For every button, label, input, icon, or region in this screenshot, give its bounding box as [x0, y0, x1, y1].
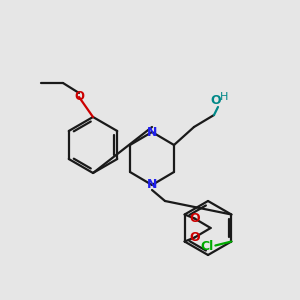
- Text: O: O: [211, 94, 221, 107]
- Text: O: O: [189, 231, 200, 244]
- Text: O: O: [189, 212, 200, 225]
- Text: Cl: Cl: [201, 240, 214, 253]
- Text: N: N: [147, 178, 157, 191]
- Text: O: O: [74, 91, 84, 103]
- Text: N: N: [147, 125, 157, 139]
- Text: H: H: [220, 92, 228, 102]
